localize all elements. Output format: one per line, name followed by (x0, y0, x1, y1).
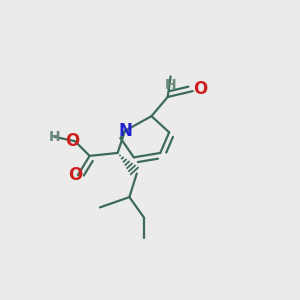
Text: O: O (68, 166, 82, 184)
Text: N: N (118, 122, 132, 140)
Text: H: H (49, 130, 60, 144)
Text: O: O (193, 80, 207, 98)
Text: H: H (165, 78, 176, 92)
Text: O: O (65, 132, 79, 150)
